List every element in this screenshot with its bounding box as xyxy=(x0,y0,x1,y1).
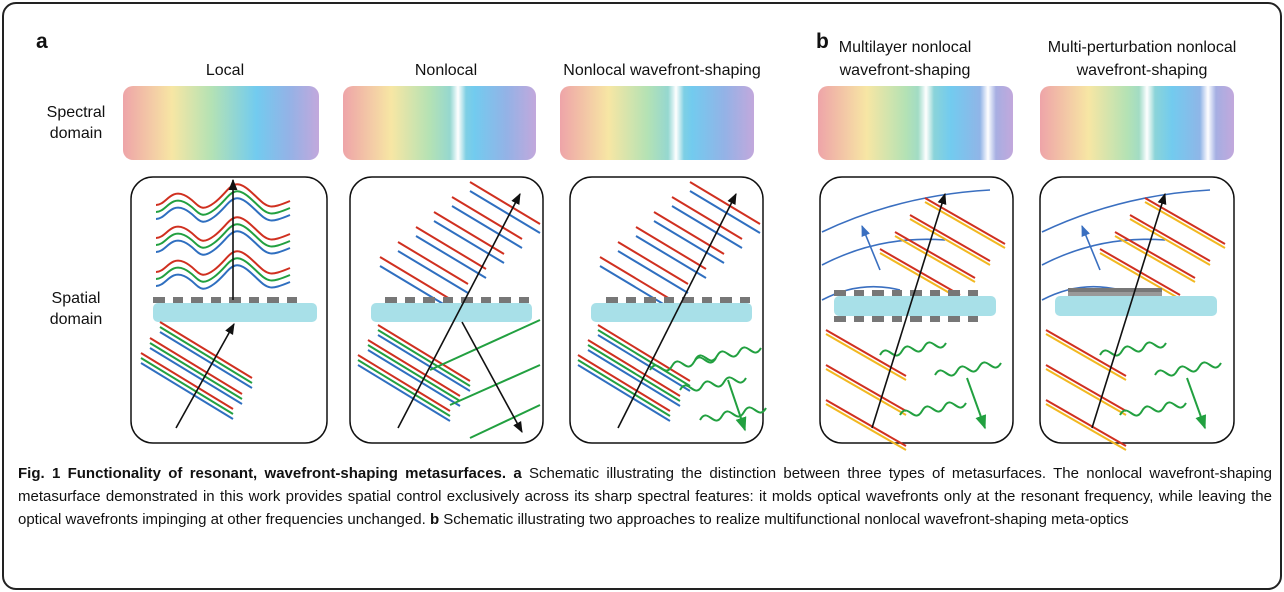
decoration xyxy=(900,402,966,415)
decoration xyxy=(1120,402,1186,415)
decoration xyxy=(1068,292,1162,296)
decoration xyxy=(918,86,934,160)
column-title: Multilayer nonlocal xyxy=(839,39,972,56)
column-title: Local xyxy=(206,62,244,79)
decoration xyxy=(636,227,706,278)
decoration xyxy=(1100,342,1166,355)
decoration xyxy=(470,182,540,233)
decoration xyxy=(834,290,978,296)
decoration xyxy=(416,227,486,278)
decoration xyxy=(591,303,752,322)
decoration xyxy=(123,86,319,160)
decoration xyxy=(700,407,766,420)
decoration xyxy=(153,303,317,322)
column-title: Nonlocal xyxy=(415,62,477,79)
spectral-bars xyxy=(123,86,1234,160)
column-title: Multi-perturbation nonlocal xyxy=(1048,39,1237,56)
decoration xyxy=(690,182,760,233)
caption: Fig. 1 Functionality of resonant, wavefr… xyxy=(18,462,1272,531)
decoration xyxy=(925,198,1005,248)
decoration xyxy=(1068,288,1162,296)
decoration xyxy=(1145,198,1225,248)
decoration xyxy=(450,365,540,405)
decoration xyxy=(1155,362,1221,375)
row-label: Spatial xyxy=(52,290,101,307)
decoration xyxy=(470,405,540,438)
decoration xyxy=(668,86,684,160)
decoration xyxy=(606,297,750,303)
nonlocal-wavefront-scheme xyxy=(578,182,766,430)
decoration xyxy=(680,377,746,390)
column-title: wavefront-shaping xyxy=(1076,62,1208,79)
row-label: domain xyxy=(50,125,102,142)
multi-perturbation-scheme xyxy=(1042,190,1225,450)
decoration xyxy=(560,86,754,160)
decoration xyxy=(156,251,290,274)
decoration xyxy=(450,86,466,160)
decoration xyxy=(880,342,946,355)
nonlocal-scheme xyxy=(358,182,540,438)
decoration xyxy=(434,212,504,263)
caption-label: a xyxy=(513,465,521,482)
decoration xyxy=(980,86,996,160)
decoration xyxy=(343,86,536,160)
multilayer-scheme xyxy=(822,190,1005,450)
decoration xyxy=(935,362,1001,375)
column-title: Nonlocal wavefront-shaping xyxy=(563,62,760,79)
decoration xyxy=(398,242,468,293)
decoration xyxy=(834,296,996,316)
caption-text: Schematic illustrating two approaches to… xyxy=(443,511,1128,528)
decoration xyxy=(176,324,234,428)
decoration xyxy=(1068,288,1162,292)
decoration xyxy=(1200,86,1216,160)
decoration xyxy=(1139,86,1155,160)
decoration xyxy=(695,347,761,360)
decoration xyxy=(371,303,532,322)
row-label: domain xyxy=(50,311,102,328)
decoration xyxy=(385,297,529,303)
caption-label: b xyxy=(430,511,439,528)
decoration xyxy=(1055,296,1217,316)
decoration xyxy=(728,380,745,430)
decoration xyxy=(156,184,290,207)
column-title: wavefront-shaping xyxy=(839,62,971,79)
figure: a b Local Nonlocal Nonlocal wavefront-sh… xyxy=(0,0,1284,460)
decoration xyxy=(967,378,985,428)
decoration xyxy=(1187,378,1205,428)
row-label: Spectral xyxy=(47,104,106,121)
page: {"panels": [{"label": "a"}, {"label": "b… xyxy=(0,0,1284,592)
decoration xyxy=(618,242,688,293)
decoration xyxy=(153,297,297,303)
panel-label: b xyxy=(816,30,829,53)
caption-title: Fig. 1 Functionality of resonant, wavefr… xyxy=(18,465,506,482)
panel-label: a xyxy=(36,30,48,53)
local-scheme xyxy=(141,180,317,428)
decoration xyxy=(452,197,522,248)
